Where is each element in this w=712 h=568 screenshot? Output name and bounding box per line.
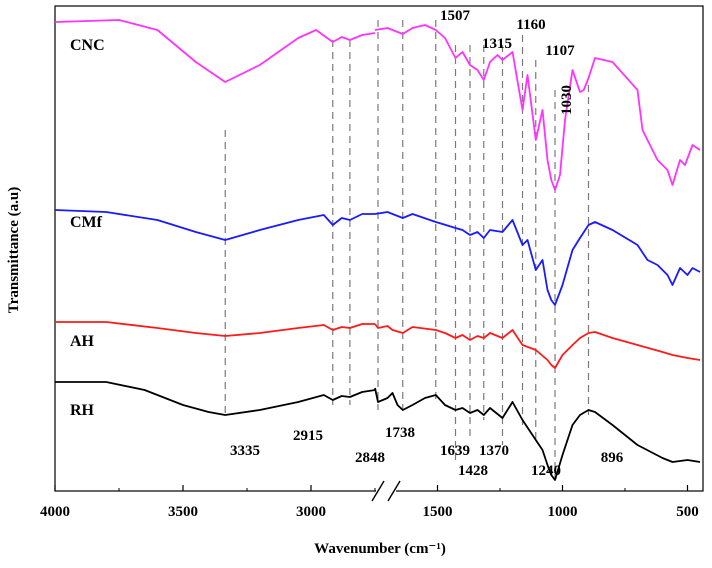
peak-label-1030: 1030	[559, 85, 575, 115]
series-line-cnc-high	[54, 19, 376, 83]
series-line-ah-high	[55, 321, 375, 337]
series-label-cnc: CNC	[70, 37, 105, 54]
plot-frame	[54, 5, 704, 492]
x-tick-label-500: 500	[676, 504, 699, 520]
series-line-cnc-fingerprint	[374, 24, 701, 191]
x-tick-label-1000: 1000	[548, 504, 578, 520]
series-label-rh: RH	[70, 402, 95, 419]
x-tick-label-3500: 3500	[168, 504, 198, 520]
series-group	[54, 19, 701, 481]
peak-label-1370: 1370	[479, 443, 509, 459]
x-tick-label-1500: 1500	[423, 504, 453, 520]
y-axis-title: Transmittance (a.u)	[6, 187, 22, 313]
x-tick-label-3000: 3000	[296, 504, 326, 520]
x-axis-title: Wavenumber (cm⁻¹)	[314, 541, 446, 557]
axis-break-mark-right	[387, 480, 401, 502]
peak-label-1428: 1428	[458, 463, 488, 479]
peak-label-1507: 1507	[440, 8, 471, 24]
peak-label-896: 896	[601, 450, 624, 466]
series-line-cmf-fingerprint	[374, 211, 701, 306]
series-names: CNC CMf AH RH	[70, 37, 105, 419]
series-line-rh-fingerprint	[374, 387, 701, 481]
peak-label-3335: 3335	[230, 443, 260, 459]
series-line-rh-high	[55, 381, 376, 416]
peak-label-2848: 2848	[355, 450, 385, 466]
series-line-cmf-high	[54, 209, 375, 241]
peak-lines	[224, 20, 590, 480]
series-line-ah-fingerprint	[374, 323, 701, 369]
axis-break-gap	[376, 487, 396, 495]
peak-label-1160: 1160	[516, 17, 545, 33]
peak-label-1315: 1315	[482, 36, 512, 52]
x-tick-label-4000: 4000	[40, 504, 70, 520]
x-ticks: 4000 3500 3000 1500 1000 500	[40, 485, 699, 520]
series-label-ah: AH	[70, 333, 95, 350]
axis-break-mark-left	[371, 480, 385, 502]
series-label-cmf: CMf	[70, 214, 103, 231]
peak-label-2915: 2915	[293, 428, 323, 444]
peak-label-1240: 1240	[531, 463, 561, 479]
peak-label-1107: 1107	[545, 43, 575, 59]
peak-label-1738: 1738	[385, 425, 415, 441]
peak-label-1639: 1639	[440, 443, 470, 459]
